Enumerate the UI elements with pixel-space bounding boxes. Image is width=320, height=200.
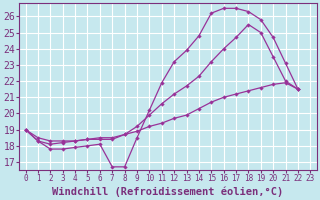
- X-axis label: Windchill (Refroidissement éolien,°C): Windchill (Refroidissement éolien,°C): [52, 186, 284, 197]
